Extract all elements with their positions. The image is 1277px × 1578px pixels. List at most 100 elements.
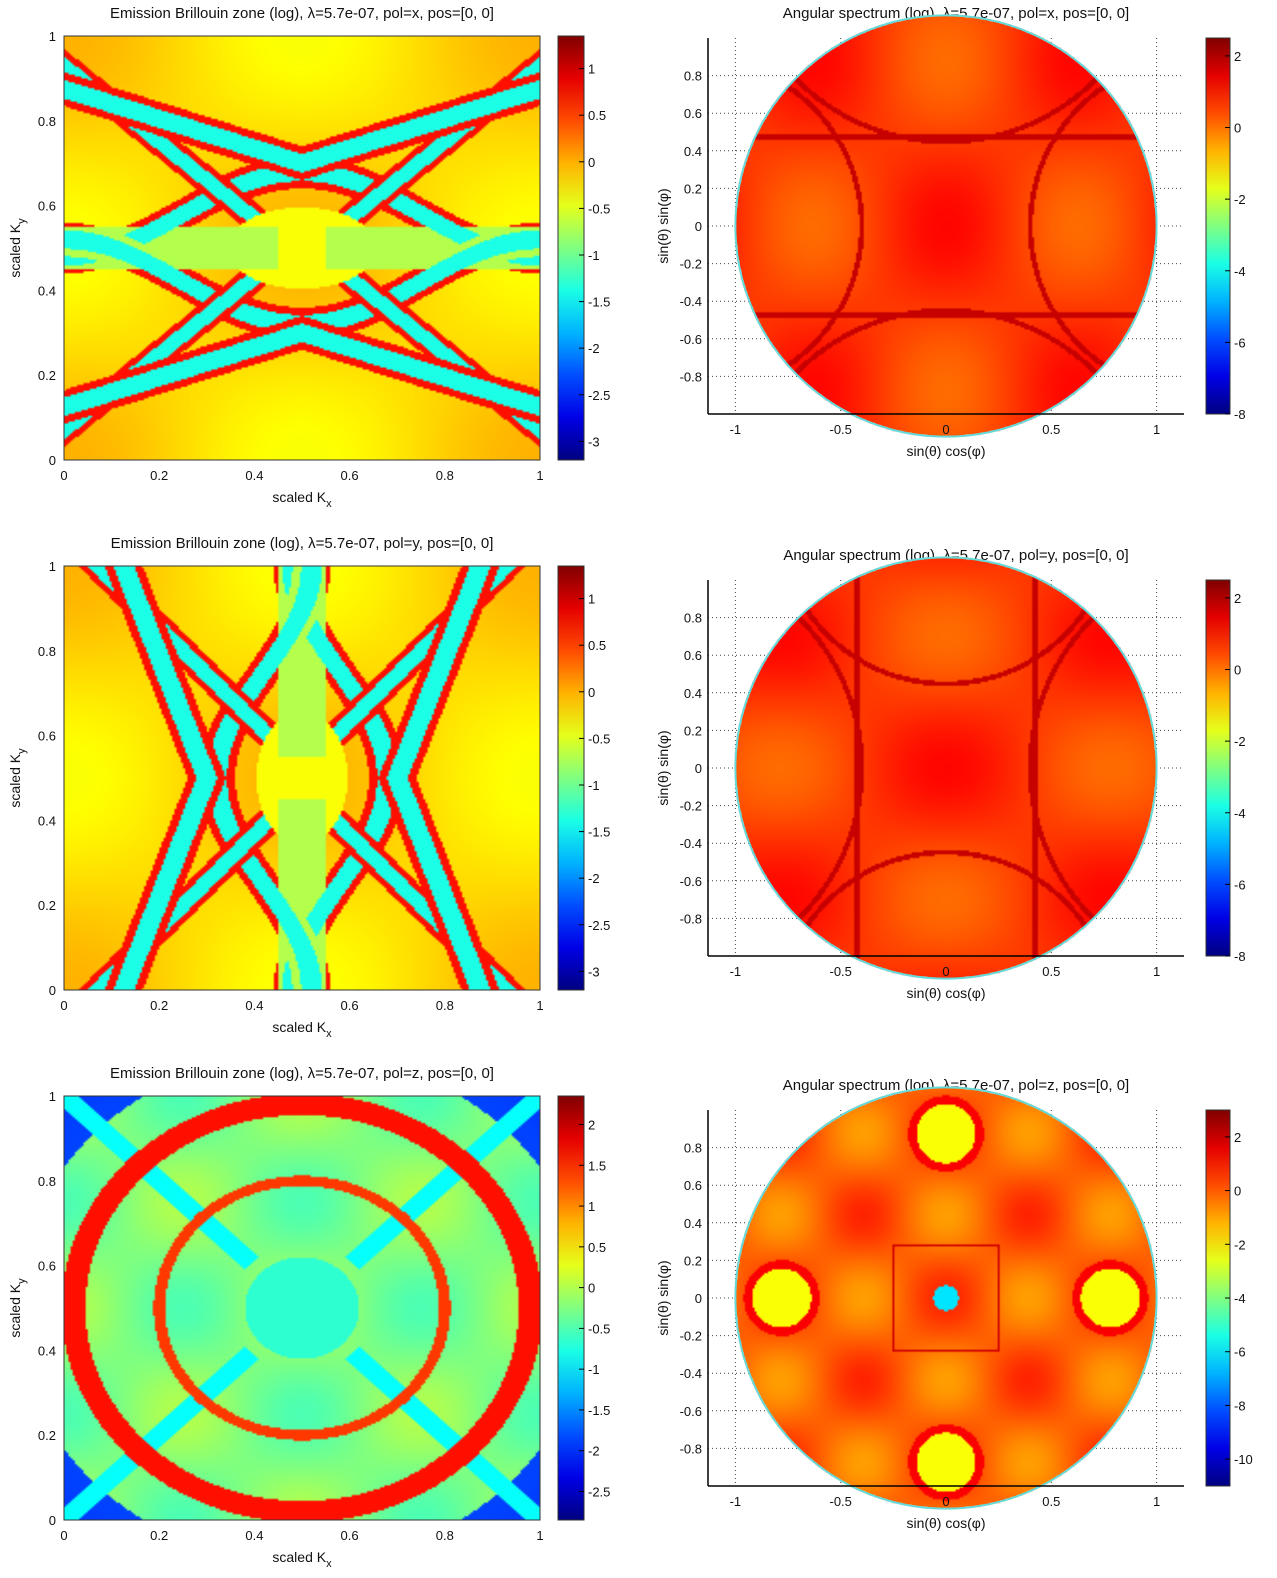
colorbar-tick-label: -2 <box>588 1444 600 1459</box>
x-tick-label: 0.8 <box>436 1528 454 1543</box>
x-tick-label: 1 <box>1153 1494 1160 1509</box>
y-tick-label: -0.8 <box>680 911 702 926</box>
colorbar-tick-label: -4 <box>1234 264 1246 279</box>
y-tick-label: 0.8 <box>38 114 56 129</box>
x-tick-label: 0.6 <box>341 1528 359 1543</box>
colorbar-tick-label: -2 <box>1234 1237 1246 1252</box>
x-tick-label: 0.6 <box>341 468 359 483</box>
x-tick-label: 0.5 <box>1042 422 1060 437</box>
y-tick-label: 0.4 <box>38 283 56 298</box>
colorbar-tick-label: 2 <box>588 1118 595 1133</box>
y-tick-label: 1 <box>49 29 56 44</box>
x-tick-label: 0 <box>942 1494 949 1509</box>
y-tick-label: 0.8 <box>684 611 702 626</box>
y-tick-label: 0 <box>695 219 702 234</box>
x-axis-label: sin(θ) cos(φ) <box>906 443 985 459</box>
x-tick-label: 0.4 <box>245 998 263 1013</box>
y-tick-label: 0 <box>49 1513 56 1528</box>
y-tick-label: 0.2 <box>684 723 702 738</box>
x-axis-label-subscript: x <box>326 1028 332 1040</box>
plot-frame <box>63 35 541 461</box>
y-tick-label: 0.6 <box>684 1178 702 1193</box>
y-tick-label: -0.6 <box>680 1404 702 1419</box>
brillouin-zone-panel: Emission Brillouin zone (log), λ=5.7e-07… <box>7 5 610 510</box>
y-axis-label-subscript: y <box>16 1278 28 1284</box>
x-axis-label: scaled Kx <box>272 1019 332 1040</box>
y-tick-label: -0.8 <box>680 369 702 384</box>
y-axis-label: sin(θ) sin(φ) <box>655 730 671 805</box>
plot-frame <box>63 1095 541 1521</box>
x-axis-label-subscript: x <box>326 1558 332 1570</box>
colorbar-tick-label: -1.5 <box>588 825 610 840</box>
x-tick-label: 1 <box>536 1528 543 1543</box>
y-tick-label: 0.6 <box>38 729 56 744</box>
angular-spectrum-image <box>735 1087 1157 1509</box>
x-tick-label: 0.2 <box>150 1528 168 1543</box>
y-tick-label: -0.4 <box>680 836 702 851</box>
x-tick-label: -1 <box>730 964 742 979</box>
colorbar-tick-label: -1.5 <box>588 1403 610 1418</box>
spectrum-rim <box>734 1086 1158 1510</box>
y-tick-label: 0.4 <box>684 686 702 701</box>
y-tick-label: 0.4 <box>684 1216 702 1231</box>
colorbar-tick-label: -1 <box>588 248 600 263</box>
colorbar-tick-label: -6 <box>1234 877 1246 892</box>
colorbar-tick-label: -1 <box>588 1362 600 1377</box>
y-axis-label-subscript: y <box>16 748 28 754</box>
plot-title: Emission Brillouin zone (log), λ=5.7e-07… <box>110 5 494 22</box>
y-axis-label: scaled Ky <box>7 1278 28 1338</box>
colorbar-tick-label: -3 <box>588 434 600 449</box>
angular-spectrum-panel: Angular spectrum (log), λ=5.7e-07, pol=z… <box>655 1077 1253 1531</box>
colorbar <box>557 35 585 461</box>
y-tick-label: 0 <box>695 761 702 776</box>
colorbar <box>1205 37 1231 415</box>
y-tick-label: -0.6 <box>680 332 702 347</box>
x-tick-label: 0.8 <box>436 468 454 483</box>
colorbar-tick-label: 2 <box>1234 49 1241 64</box>
colorbar-tick-label: -2 <box>588 871 600 886</box>
colorbar-tick-label: -2.5 <box>588 1484 610 1499</box>
colorbar-tick-label: -4 <box>1234 1291 1246 1306</box>
y-tick-label: -0.4 <box>680 1366 702 1381</box>
x-tick-label: 0 <box>942 964 949 979</box>
x-tick-label: 0.4 <box>245 1528 263 1543</box>
colorbar-tick-label: 0.5 <box>588 638 606 653</box>
x-axis-label: sin(θ) cos(φ) <box>906 1515 985 1531</box>
x-tick-label: -0.5 <box>829 422 851 437</box>
brillouin-zone-panel: Emission Brillouin zone (log), λ=5.7e-07… <box>7 1065 610 1570</box>
spectrum-rim <box>734 14 1158 438</box>
y-tick-label: -0.2 <box>680 257 702 272</box>
colorbar-tick-label: -2 <box>1234 192 1246 207</box>
colorbar-tick-label: 0 <box>588 1281 595 1296</box>
x-tick-label: 0.8 <box>436 998 454 1013</box>
x-tick-label: 0 <box>60 998 67 1013</box>
colorbar <box>557 565 585 991</box>
y-axis-label: sin(θ) sin(φ) <box>655 188 671 263</box>
colorbar-tick-label: 1.5 <box>588 1158 606 1173</box>
x-axis-label: scaled Kx <box>272 489 332 510</box>
x-tick-label: 0.2 <box>150 468 168 483</box>
colorbar-tick-label: -2.5 <box>588 388 610 403</box>
x-axis-label: sin(θ) cos(φ) <box>906 985 985 1001</box>
spectrum-rim <box>734 556 1158 980</box>
y-tick-label: 0.8 <box>684 1141 702 1156</box>
colorbar-tick-label: -6 <box>1234 1345 1246 1360</box>
colorbar-tick-label: 0.5 <box>588 1240 606 1255</box>
heatmap-image <box>64 566 540 990</box>
y-tick-label: 0.6 <box>684 648 702 663</box>
x-tick-label: 0 <box>942 422 949 437</box>
x-axis-label: scaled Kx <box>272 1549 332 1570</box>
colorbar-tick-label: 1 <box>588 592 595 607</box>
y-tick-label: -0.2 <box>680 799 702 814</box>
y-tick-label: -0.4 <box>680 294 702 309</box>
y-tick-label: 0.8 <box>38 644 56 659</box>
brillouin-zone-panel: Emission Brillouin zone (log), λ=5.7e-07… <box>7 535 610 1040</box>
plot-frame <box>63 565 541 991</box>
x-tick-label: 1 <box>536 468 543 483</box>
plot-title: Emission Brillouin zone (log), λ=5.7e-07… <box>110 1065 494 1082</box>
y-tick-label: 0.6 <box>684 106 702 121</box>
x-tick-label: -0.5 <box>829 964 851 979</box>
x-tick-label: 1 <box>1153 964 1160 979</box>
colorbar-tick-label: 1 <box>588 1199 595 1214</box>
